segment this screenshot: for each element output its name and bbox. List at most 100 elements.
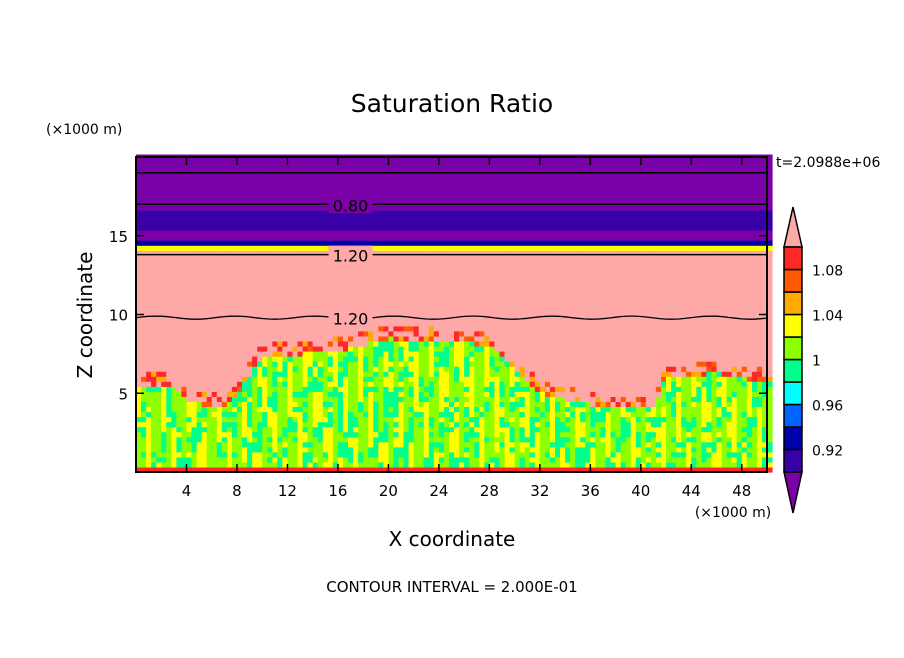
contour-cell: [560, 335, 566, 342]
contour-cell: [539, 426, 546, 433]
contour-cell: [201, 285, 208, 292]
contour-cell: [292, 270, 299, 276]
contour-cell: [287, 356, 293, 362]
contour-cell: [565, 361, 571, 367]
contour-cell: [484, 401, 490, 407]
contour-cell: [489, 416, 495, 423]
contour-cell: [454, 305, 460, 312]
contour-cell: [570, 421, 576, 428]
contour-cell: [469, 290, 475, 297]
contour-cell: [555, 346, 561, 352]
contour-cell: [706, 351, 712, 357]
contour-cell: [449, 426, 455, 433]
contour-cell: [176, 270, 182, 276]
contour-cell: [565, 416, 571, 423]
contour-cell: [317, 461, 324, 468]
contour-cell: [272, 325, 278, 332]
contour-cell: [332, 270, 339, 276]
contour-cell: [767, 275, 773, 281]
contour-cell: [605, 411, 612, 418]
contour-cell: [216, 330, 223, 337]
contour-cell: [555, 361, 561, 367]
contour-cell: [176, 446, 182, 453]
contour-cell: [373, 310, 379, 317]
contour-cell: [388, 426, 394, 433]
contour-cell: [560, 295, 566, 302]
contour-cell: [282, 421, 288, 428]
contour-cell: [201, 396, 208, 402]
contour-cell: [555, 376, 561, 382]
contour-cell: [580, 436, 586, 443]
contour-cell: [186, 451, 193, 458]
contour-cell: [156, 446, 162, 453]
contour-cell: [262, 396, 268, 402]
contour-cell: [741, 300, 748, 307]
contour-cell: [262, 461, 268, 468]
contour-cell: [408, 401, 415, 407]
contour-cell: [595, 325, 601, 332]
contour-cell: [736, 461, 743, 468]
contour-cell: [226, 300, 233, 307]
contour-cell: [176, 451, 182, 458]
contour-cell: [307, 341, 314, 347]
contour-cell: [474, 371, 480, 377]
contour-cell: [534, 396, 541, 402]
contour-cell: [691, 351, 697, 357]
contour-cell: [762, 341, 768, 347]
contour-cell: [767, 391, 773, 397]
contour-cell: [671, 456, 677, 463]
contour-cell: [464, 416, 470, 423]
contour-cell: [282, 467, 288, 473]
contour-cell: [373, 341, 379, 347]
contour-cell: [438, 346, 445, 352]
contour-cell: [282, 381, 288, 387]
contour-cell: [494, 325, 500, 332]
contour-cell: [625, 325, 632, 332]
contour-cell: [544, 391, 551, 397]
contour-cell: [671, 330, 677, 337]
contour-cell: [605, 396, 612, 402]
contour-cell: [373, 320, 379, 327]
contour-cell: [494, 416, 500, 423]
contour-cell: [186, 401, 193, 407]
contour-cell: [736, 356, 743, 362]
contour-cell: [186, 290, 193, 297]
contour-cell: [282, 391, 288, 397]
contour-cell: [353, 441, 359, 448]
contour-cell: [595, 300, 601, 307]
contour-cell: [630, 431, 637, 438]
contour-cell: [373, 401, 379, 407]
contour-cell: [317, 396, 324, 402]
contour-cell: [464, 431, 470, 438]
contour-cell: [418, 441, 425, 448]
contour-cell: [549, 341, 556, 347]
contour-cell: [428, 330, 435, 337]
contour-cell: [449, 366, 455, 372]
contour-cell: [479, 341, 485, 347]
contour-cell: [151, 295, 157, 302]
contour-cell: [403, 361, 410, 367]
contour-cell: [489, 335, 495, 342]
contour-cell: [211, 346, 218, 352]
contour-cell: [413, 391, 420, 397]
contour-cell: [312, 320, 319, 327]
contour-cell: [484, 275, 490, 281]
contour-cell: [368, 361, 374, 367]
contour-cell: [398, 451, 405, 458]
contour-cell: [655, 300, 662, 307]
contour-cell: [312, 456, 319, 463]
contour-cell: [514, 305, 521, 312]
contour-cell: [231, 346, 238, 352]
contour-cell: [620, 376, 627, 382]
contour-cell: [671, 436, 677, 443]
contour-cell: [156, 270, 162, 276]
contour-cell: [681, 371, 687, 377]
contour-cell: [327, 456, 334, 463]
contour-cell: [171, 381, 177, 387]
contour-cell: [560, 280, 566, 287]
contour-cell: [403, 431, 410, 438]
contour-cell: [393, 386, 399, 392]
contour-cell: [706, 456, 712, 463]
contour-cell: [327, 376, 334, 382]
contour-cell: [756, 366, 763, 372]
